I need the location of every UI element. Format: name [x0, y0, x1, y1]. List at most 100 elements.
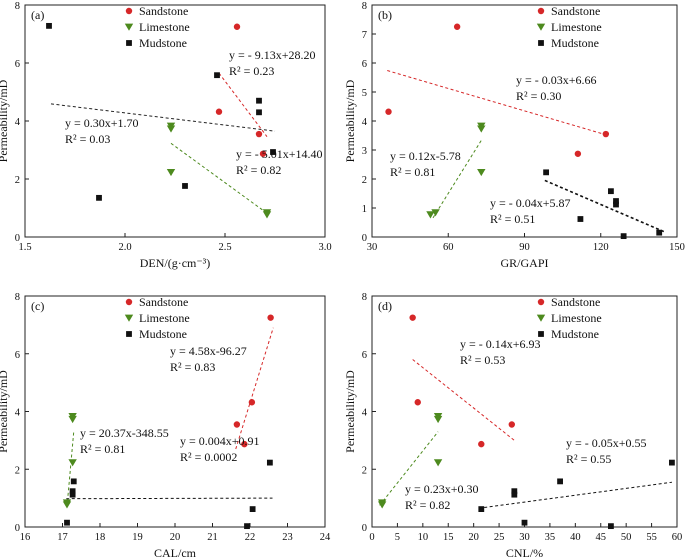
panel-d-legend-marker-sandstone [537, 298, 545, 306]
panel-b-legend-mudstone: Mudstone [551, 36, 599, 50]
panel-a-fit-line-mudstone [50, 103, 276, 132]
panel-a-y-tick-label: 4 [15, 117, 21, 128]
panel-a-equation-1-r2: R² = 0.23 [229, 64, 274, 78]
panel-d-point-limestone [433, 415, 443, 424]
panel-b-x-tick-label: 90 [519, 242, 530, 253]
panel-d-x-tick-label: 35 [545, 532, 556, 543]
panel-b-equation-1-r2: R² = 0.30 [516, 89, 561, 103]
panel-d-legend-marker-mudstone [538, 331, 544, 337]
panel-a-y-tick-label: 0 [15, 233, 20, 244]
panel-d-point-mudstone [557, 478, 563, 485]
panel-c-legend-mudstone: Mudstone [139, 327, 187, 341]
panel-a-legend-mudstone: Mudstone [139, 36, 187, 50]
panel-a-legend-marker-limestone [124, 23, 134, 31]
panel-d-equation-2-r2: R² = 0.55 [566, 452, 611, 466]
panel-d-x-tick-label: 50 [621, 532, 632, 543]
panel-b-point-sandstone [602, 130, 610, 138]
panel-c-x-axis-title: CAL/cm [154, 546, 197, 559]
panel-a-point-mudstone [214, 72, 220, 79]
panel-d-x-tick-label: 10 [418, 532, 429, 543]
panel-c-point-limestone [68, 415, 77, 424]
panel-a-point-mudstone [46, 22, 52, 29]
panel-a-point-mudstone [182, 183, 188, 189]
panel-b-y-tick-label: 1 [362, 204, 367, 215]
panel-c-x-tick-label: 16 [20, 532, 31, 543]
panel-b-x-tick-label: 120 [593, 242, 609, 253]
panel-d-equation-3-formula: y = 0.23x+0.30 [405, 482, 479, 496]
panel-b-y-tick-label: 4 [362, 117, 368, 128]
panel-d-legend-sandstone: Sandstone [551, 295, 600, 309]
panel-b-point-mudstone [613, 201, 619, 208]
panel-b-point-limestone [477, 168, 486, 177]
panel-b-legend-marker-mudstone [538, 40, 544, 46]
panel-a-legend-limestone: Limestone [139, 20, 190, 34]
panel-d-point-sandstone [508, 421, 515, 428]
panel-c-y-tick-label: 8 [15, 292, 20, 303]
panel-a-equation-2-r2: R² = 0.03 [65, 132, 110, 146]
panel-b-y-tick-label: 3 [362, 146, 367, 157]
panel-d-fit-line-limestone [379, 431, 439, 506]
panel-b-point-mudstone [543, 169, 550, 176]
panel-b-y-tick-label: 8 [362, 1, 367, 12]
panel-c-fit-line-limestone [66, 431, 75, 507]
panel-b-point-mudstone [577, 216, 584, 222]
panel-c-y-tick-label: 6 [15, 350, 20, 361]
panel-a-legend-marker-mudstone [126, 40, 132, 46]
panel-c-y-axis-title: Permeability/mD [0, 370, 10, 453]
panel-c-x-tick-label: 24 [320, 532, 331, 543]
panel-d-x-tick-label: 30 [519, 532, 530, 543]
panel-d-y-tick-label: 2 [362, 465, 367, 476]
panel-b-point-mudstone [620, 233, 627, 240]
panel-b-y-tick-label: 0 [362, 233, 367, 244]
panel-b-y-tick-label: 7 [362, 30, 367, 41]
panel-c-point-mudstone [244, 523, 250, 530]
panel-d-point-sandstone [414, 399, 421, 406]
panel-a-point-mudstone [256, 109, 262, 116]
panel-d-x-tick-label: 60 [672, 532, 683, 543]
panel-d-y-tick-label: 0 [362, 523, 367, 534]
panel-b-equation-2-formula: y = 0.12x-5.78 [390, 149, 461, 163]
panel-b-point-limestone [477, 125, 486, 133]
panel-b-label: (b) [378, 8, 392, 22]
panel-a-y-tick-label: 8 [15, 1, 20, 12]
panel-d: 0 5 10 15 20 25 30 35 40 45 50 55 60 0 2 4 6 8 CNL/% Permea… [343, 292, 682, 559]
panel-b-point-sandstone [574, 150, 582, 157]
panel-b-point-limestone [431, 209, 440, 217]
panel-a-point-limestone [166, 168, 176, 177]
panel-c-legend-marker-mudstone [126, 331, 132, 337]
panel-a-legend-marker-sandstone [125, 7, 133, 15]
panel-d-x-tick-label: 45 [596, 532, 607, 543]
panel-b-legend-sandstone: Sandstone [551, 4, 600, 18]
panel-b-x-axis-title: GR/GAPI [500, 256, 548, 270]
panel-a-point-sandstone [233, 23, 241, 30]
panel-c-x-tick-label: 18 [95, 532, 106, 543]
panel-c-equation-3-r2: R² = 0.0002 [180, 450, 237, 464]
panel-d-y-tick-label: 4 [362, 408, 368, 419]
panel-a-y-tick-label: 2 [15, 175, 20, 186]
panel-d-y-tick-label: 6 [362, 350, 367, 361]
panel-a-point-sandstone [215, 108, 223, 115]
panel-c-x-tick-label: 19 [132, 532, 143, 543]
panel-d-equation-3-r2: R² = 0.82 [405, 498, 450, 512]
panel-a-equation-2-formula: y = 0.30x+1.70 [65, 116, 139, 130]
panel-c-x-tick-label: 21 [207, 532, 218, 543]
panel-d-x-tick-label: 55 [646, 532, 657, 543]
panel-a-equation-1-formula: y = - 9.13x+28.20 [229, 48, 316, 62]
panel-a-point-mudstone [256, 97, 262, 104]
panel-b-x-tick-label: 60 [443, 242, 454, 253]
panel-b-y-axis-title: Permeability/mD [343, 79, 357, 162]
panel-c-point-sandstone [248, 399, 256, 406]
panel-d-point-limestone [433, 459, 443, 467]
panel-d-equation-2-formula: y = - 0.05x+0.55 [566, 436, 647, 450]
panel-a-point-mudstone [270, 149, 276, 155]
panel-a: 1.5 2.0 2.5 3.0 0 2 4 6 8 DEN/(g·cm⁻³) Permeabilit… [0, 1, 332, 270]
panel-b-x-tick-label: 30 [367, 242, 378, 253]
panel-b-legend-marker-sandstone [537, 7, 545, 15]
panel-d-x-tick-label: 15 [443, 532, 454, 543]
panel-d-legend-marker-limestone [536, 314, 546, 322]
panel-a-x-tick-label: 3.0 [318, 242, 331, 253]
panel-b-legend-marker-limestone [536, 23, 546, 31]
panel-a-fit-line-sandstone [218, 72, 268, 137]
panel-c-equation-1-formula: y = 4.58x-96.27 [170, 344, 247, 358]
